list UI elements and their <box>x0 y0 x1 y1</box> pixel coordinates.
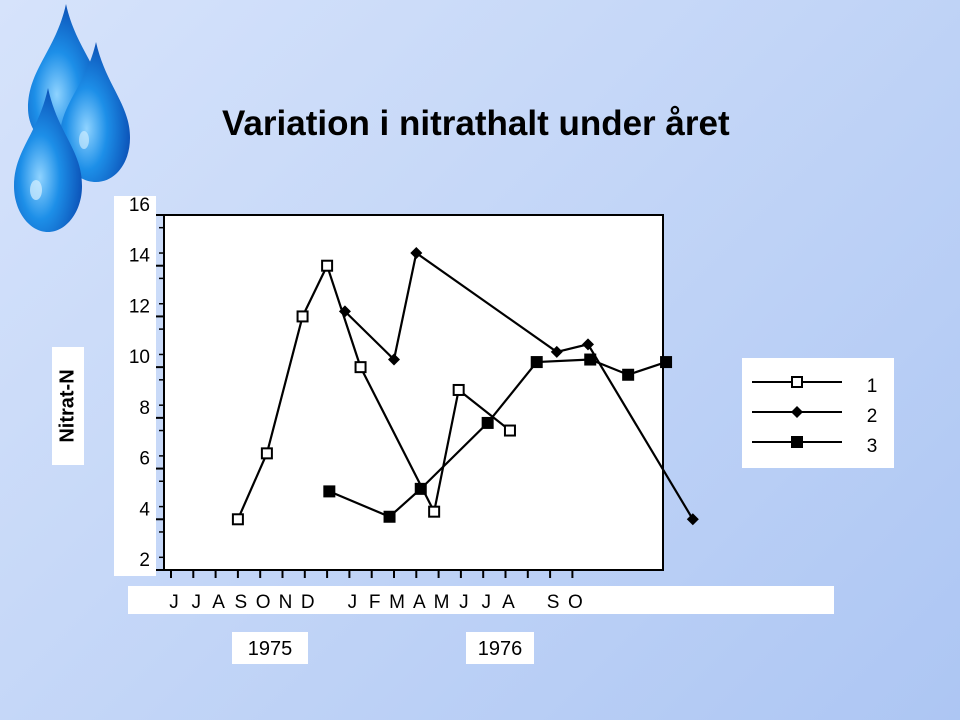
month-strip <box>128 586 834 614</box>
data-point <box>622 368 635 381</box>
series-2 <box>338 247 699 526</box>
data-point <box>503 424 516 437</box>
y-tick-label: 14 <box>129 246 151 267</box>
series-layer <box>231 247 699 526</box>
data-point <box>686 513 699 526</box>
x-tick-label: A <box>212 592 225 613</box>
data-point <box>452 383 465 396</box>
data-point <box>383 510 396 523</box>
y-tick-label-box <box>114 196 156 576</box>
data-point <box>321 259 334 272</box>
x-tick-label: S <box>547 592 560 613</box>
x-tick-label: M <box>389 592 405 613</box>
x-tick-label: O <box>256 592 271 613</box>
x-tick-label: D <box>301 592 315 613</box>
x-tick-label: A <box>413 592 426 613</box>
y-tick-label: 10 <box>129 347 150 368</box>
x-tick-label: O <box>568 592 583 613</box>
y-axis-label-box <box>52 347 84 465</box>
data-point <box>354 361 367 374</box>
plot-area <box>163 214 664 571</box>
x-tick-label: J <box>348 592 358 613</box>
data-point <box>260 447 273 460</box>
x-tick-label: J <box>481 592 491 613</box>
y-tick-label: 6 <box>139 449 150 470</box>
y-tick-label: 16 <box>129 195 150 216</box>
water-drop-icon <box>60 42 130 182</box>
x-tick-label: J <box>459 592 469 613</box>
year-label-1976: 1976 <box>466 632 534 664</box>
data-point <box>388 353 400 366</box>
water-drop-icon <box>14 88 82 232</box>
data-point <box>296 310 309 323</box>
data-point <box>530 356 543 369</box>
data-point <box>410 247 423 260</box>
series-line <box>344 251 694 520</box>
x-tick-label: N <box>279 592 293 613</box>
data-point <box>582 338 595 351</box>
data-point <box>323 485 336 498</box>
plot-frame <box>163 214 664 571</box>
legend-layer: 1 2 3 <box>752 376 877 457</box>
y-ticks: 2 4 6 8 10 12 14 16 <box>129 195 164 571</box>
data-point <box>550 345 563 358</box>
data-point <box>584 353 597 366</box>
data-point <box>791 376 803 388</box>
x-tick-label: J <box>192 592 202 613</box>
data-point <box>338 305 351 318</box>
x-tick-label: M <box>434 592 450 613</box>
data-point <box>231 513 244 526</box>
legend-entry: 3 <box>752 436 877 457</box>
legend-entry: 2 <box>752 406 877 427</box>
legend-label: 1 <box>867 376 878 397</box>
data-point <box>481 416 494 429</box>
data-point <box>414 482 427 495</box>
x-tick-label: F <box>369 592 381 613</box>
legend-label: 3 <box>867 436 878 457</box>
data-point <box>660 356 673 369</box>
data-point <box>791 406 803 418</box>
y-tick-label: 8 <box>139 398 150 419</box>
series-line <box>236 262 511 520</box>
legend-label: 2 <box>867 406 878 427</box>
series-3 <box>323 353 673 523</box>
series-1 <box>231 259 516 526</box>
y-tick-label: 12 <box>129 296 150 317</box>
data-point <box>428 505 441 518</box>
water-drops-logo <box>14 4 130 232</box>
x-tick-label: J <box>169 592 179 613</box>
x-tick-label: A <box>502 592 515 613</box>
x-tick-label: S <box>235 592 248 613</box>
legend-entry: 1 <box>752 376 877 397</box>
y-tick-label: 4 <box>139 499 150 520</box>
chart-title: Variation i nitrathalt under året <box>222 104 730 143</box>
year-label-1975: 1975 <box>232 632 308 664</box>
data-point <box>791 436 803 448</box>
y-tick-label: 2 <box>139 550 150 571</box>
